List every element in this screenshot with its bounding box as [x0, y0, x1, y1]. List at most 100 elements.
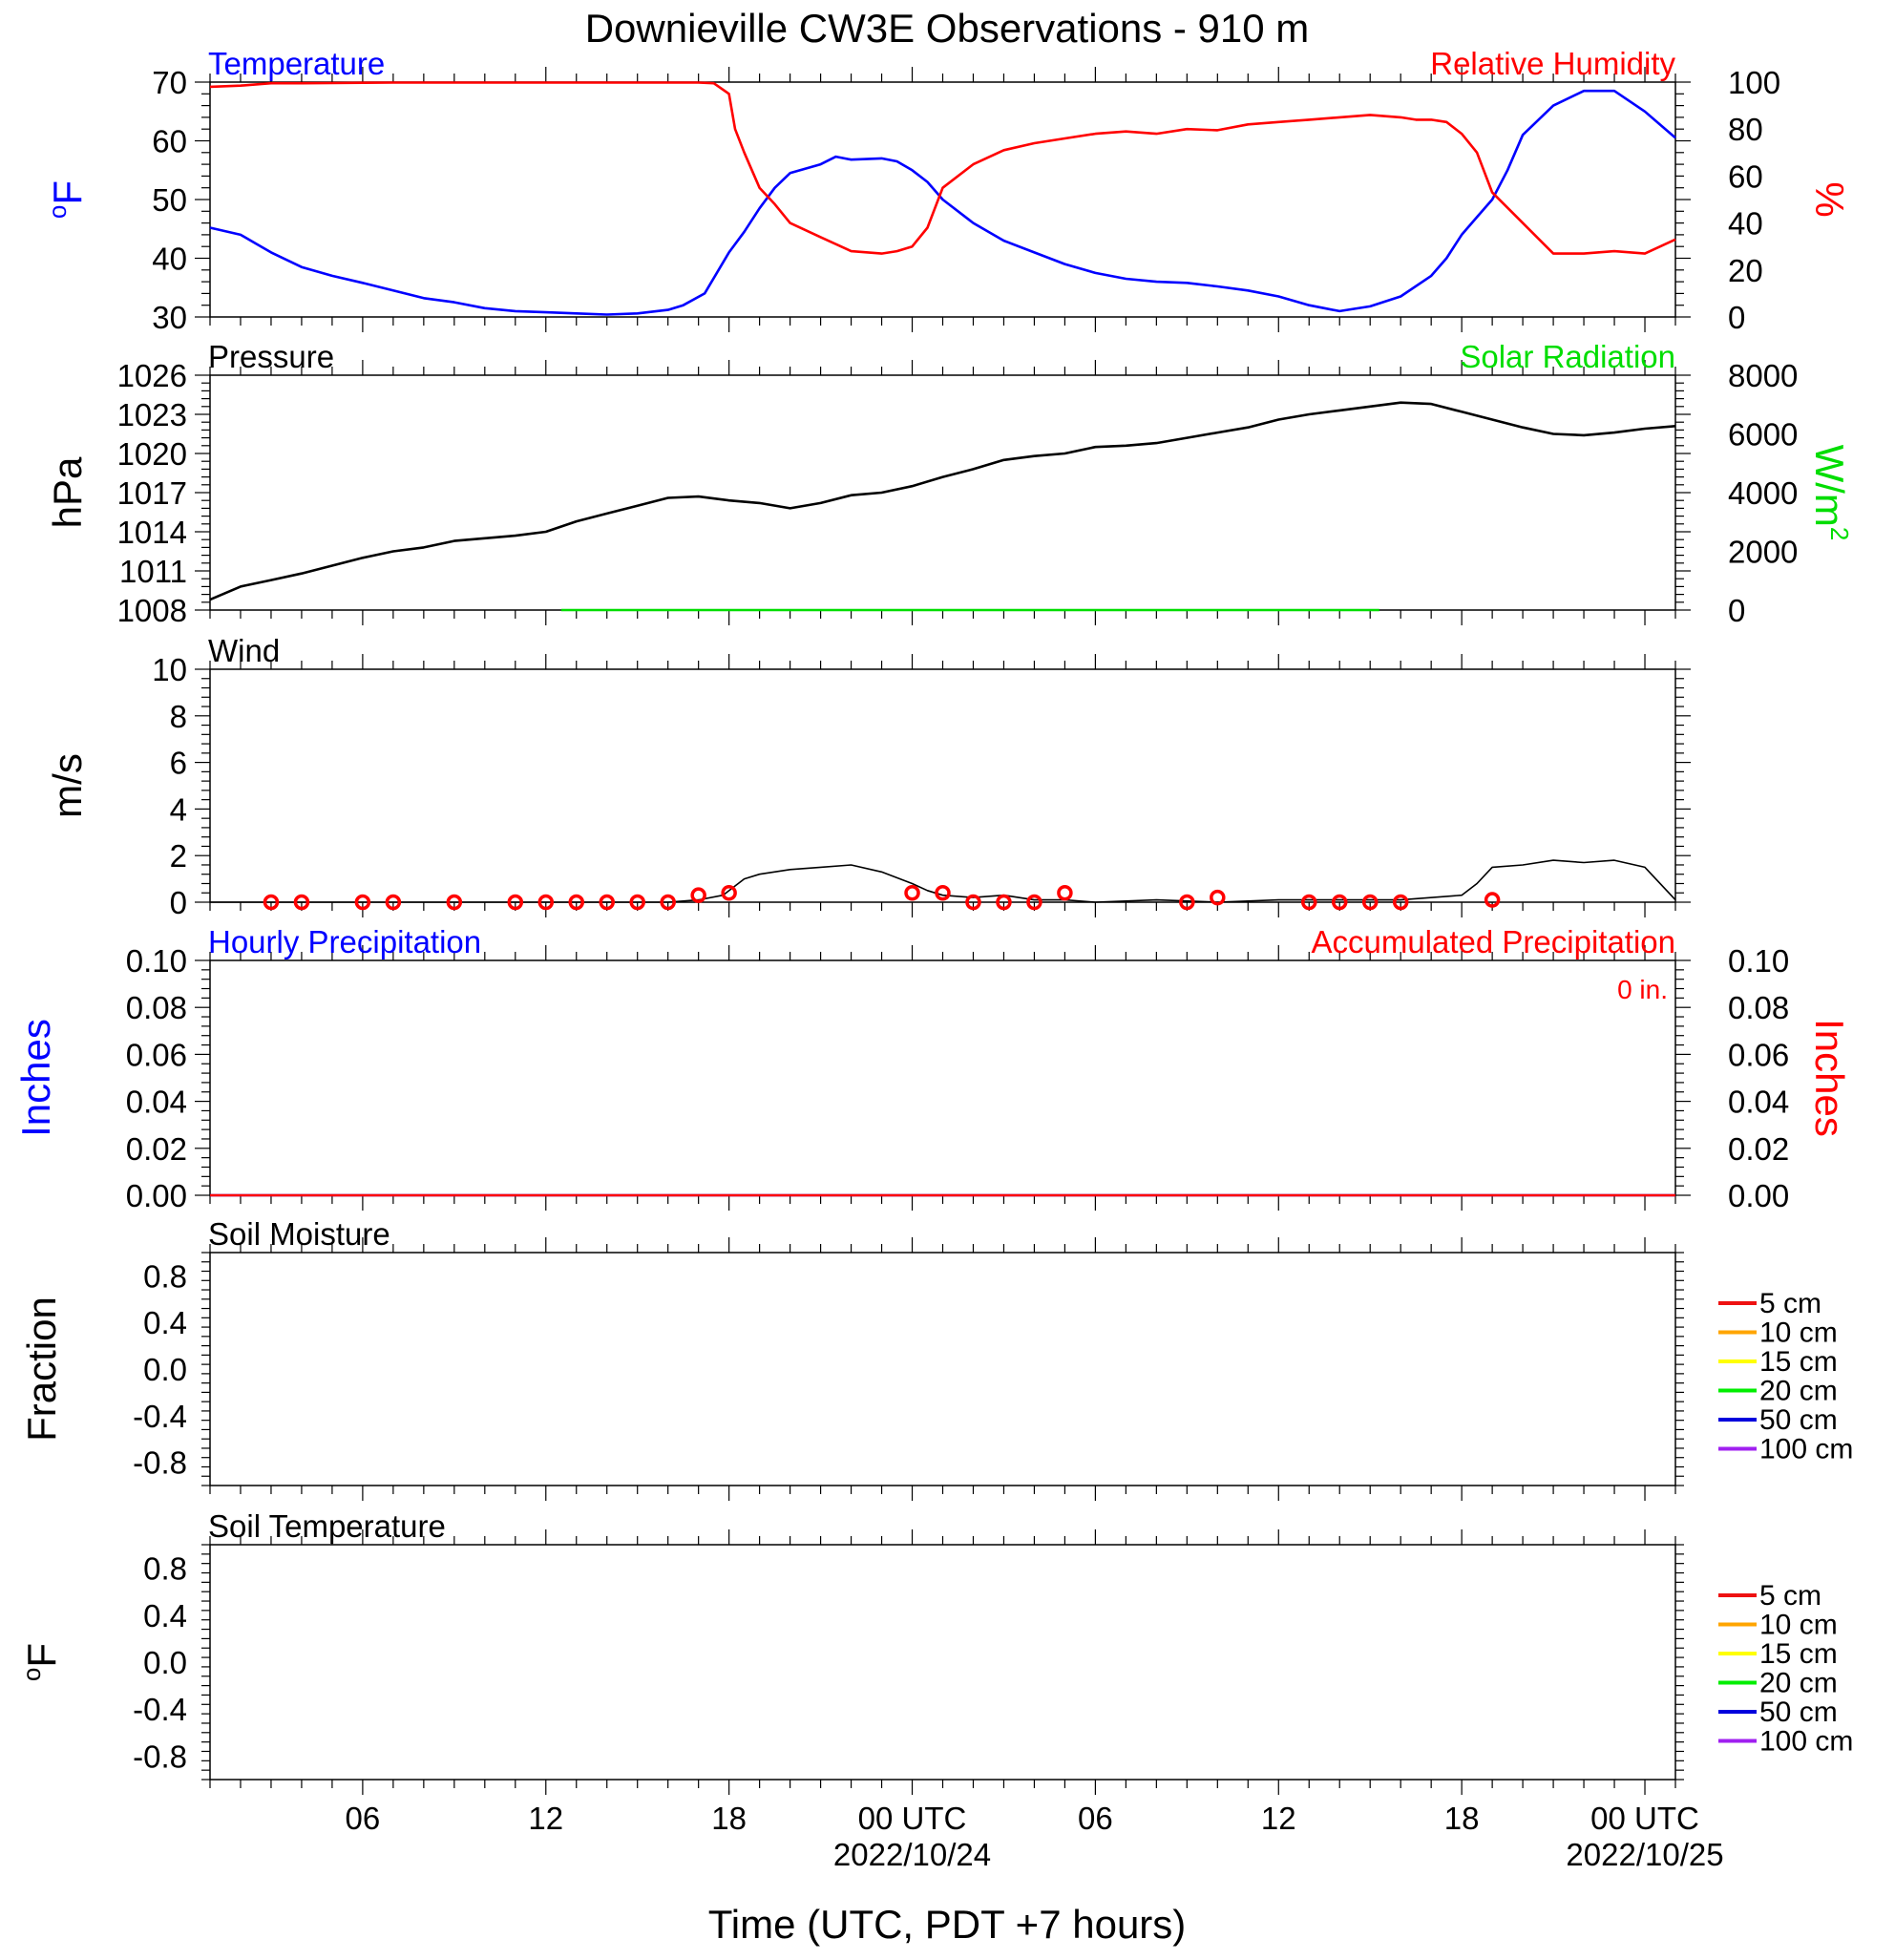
wind-barb-station	[1392, 894, 1409, 911]
x-tick-label: 12	[528, 1801, 563, 1836]
wind-barb-station	[660, 894, 676, 911]
y-tick-label: -0.8	[133, 1445, 187, 1481]
right-unit-label: %	[1807, 181, 1852, 217]
y-tick-label: 0.0	[143, 1645, 187, 1680]
x-tick-label: 18	[711, 1801, 747, 1836]
y2-tick-label: 0.06	[1728, 1037, 1789, 1072]
y-tick-label: 0.4	[143, 1598, 187, 1633]
figure-title: Downieville CW3E Observations - 910 m	[585, 6, 1310, 51]
wind-barb-station	[1301, 894, 1317, 911]
left-unit-label: Fraction	[19, 1296, 64, 1442]
y2-tick-label: 2000	[1728, 535, 1798, 570]
legend-label: 15 cm	[1759, 1346, 1838, 1378]
y-tick-label: -0.4	[133, 1399, 187, 1434]
x-tick-label: 06	[1078, 1801, 1113, 1836]
x-axis-title: Time (UTC, PDT +7 hours)	[708, 1902, 1187, 1947]
wind-barb-station	[1057, 884, 1073, 901]
panel-left-title: Soil Moisture	[208, 1216, 390, 1252]
plot-frame	[209, 1544, 1676, 1781]
y2-tick-label: 0.08	[1728, 990, 1789, 1025]
degree-sign: o	[17, 1668, 46, 1681]
x-tick-label: 12	[1261, 1801, 1296, 1836]
y-tick-label: 0.0	[143, 1352, 187, 1387]
left-unit-label: oF	[43, 180, 90, 219]
left-unit-label: oF	[17, 1643, 64, 1681]
y-tick-label: 0	[170, 885, 187, 920]
y-tick-label: 0.4	[143, 1305, 187, 1340]
wind-barb-station	[1361, 894, 1379, 911]
y-tick-label: 0.00	[126, 1178, 187, 1213]
plot-frame	[209, 959, 1676, 1196]
panel-wind: 0 2 4 6 8 10 Wind m/s	[45, 633, 1691, 920]
x-tick-label: 00 UTC	[1590, 1801, 1699, 1836]
y-tick-label: 2	[170, 838, 187, 874]
wind-barb-station	[385, 894, 402, 911]
unit-text: W/m	[1807, 445, 1852, 527]
unit-letter: F	[19, 1643, 64, 1668]
y-tick-label: 40	[152, 242, 187, 277]
right-unit-label: Inches	[1807, 1019, 1852, 1137]
x-tick-label: 00 UTC	[858, 1801, 967, 1836]
series-line	[210, 859, 1676, 903]
legend-label: 100 cm	[1759, 1726, 1853, 1758]
wind-barb-station	[568, 894, 584, 911]
legend-label: 20 cm	[1759, 1376, 1838, 1407]
legend-label: 10 cm	[1759, 1317, 1838, 1349]
x-tick-label: 06	[346, 1801, 381, 1836]
degree-sign: o	[43, 205, 72, 219]
y-tick-label: 10	[152, 652, 187, 687]
legend-label: 5 cm	[1759, 1288, 1821, 1319]
y2-tick-label: 20	[1728, 253, 1763, 288]
y2-tick-label: 40	[1728, 206, 1763, 242]
left-unit-label: hPa	[45, 456, 90, 528]
wind-barb-station	[599, 894, 615, 911]
x-tick-date: 2022/10/25	[1566, 1837, 1723, 1872]
wind-barb-station	[1484, 892, 1501, 908]
unit-letter: F	[45, 180, 90, 205]
y-tick-label: 1023	[117, 397, 187, 432]
y-tick-label: 60	[152, 124, 187, 159]
y-tick-label: 1014	[117, 515, 187, 550]
panel-precip: 0.00 0.02 0.04 0.06 0.08 0.10 0.00 0.02 0.04 0.06…	[13, 924, 1852, 1213]
legend-label: 50 cm	[1759, 1404, 1838, 1436]
y-tick-label: 70	[152, 65, 187, 100]
left-unit-label: Inches	[13, 1019, 58, 1137]
y-tick-label: 1011	[119, 554, 187, 589]
wind-barb-station	[1179, 894, 1195, 911]
wind-barb-station	[354, 894, 371, 911]
panel-left-title: Hourly Precipitation	[208, 924, 481, 959]
y2-tick-label: 0	[1728, 593, 1745, 628]
panel-left-title: Soil Temperature	[208, 1508, 446, 1544]
panel-right-title: Relative Humidity	[1430, 46, 1675, 81]
y-tick-label: 8	[170, 699, 187, 734]
y-tick-label: -0.8	[133, 1739, 187, 1774]
accumulated-total-label: 0 in.	[1617, 975, 1668, 1004]
wind-barb-station	[446, 894, 463, 911]
x-tick-date: 2022/10/24	[833, 1837, 991, 1872]
legend-label: 15 cm	[1759, 1638, 1838, 1670]
wind-barb-station	[996, 894, 1012, 911]
y-tick-label: 50	[152, 182, 187, 218]
y2-tick-label: 100	[1728, 65, 1780, 100]
series-line	[209, 401, 1676, 601]
wind-barb-station	[965, 894, 981, 911]
legend-label: 20 cm	[1759, 1668, 1838, 1699]
series-line	[209, 89, 1676, 316]
left-unit-label: m/s	[45, 753, 90, 818]
y2-tick-label: 0.00	[1728, 1178, 1789, 1213]
y-tick-label: 1017	[117, 475, 187, 511]
wind-barb-station	[537, 894, 555, 911]
y2-tick-label: 0.04	[1728, 1085, 1789, 1120]
right-unit-label: W/m2	[1807, 445, 1854, 541]
panel-left-title: Temperature	[208, 46, 385, 81]
legend-label: 50 cm	[1759, 1697, 1838, 1728]
panel-temp: 30 40 50 60 70 0 20 40 60 80 100 Temperature Relativ…	[43, 46, 1852, 335]
x-tick-label: 18	[1444, 1801, 1480, 1836]
y-tick-label: 1026	[117, 358, 187, 393]
y-tick-label: 0.8	[143, 1551, 187, 1587]
wind-barb-station	[1210, 889, 1226, 906]
